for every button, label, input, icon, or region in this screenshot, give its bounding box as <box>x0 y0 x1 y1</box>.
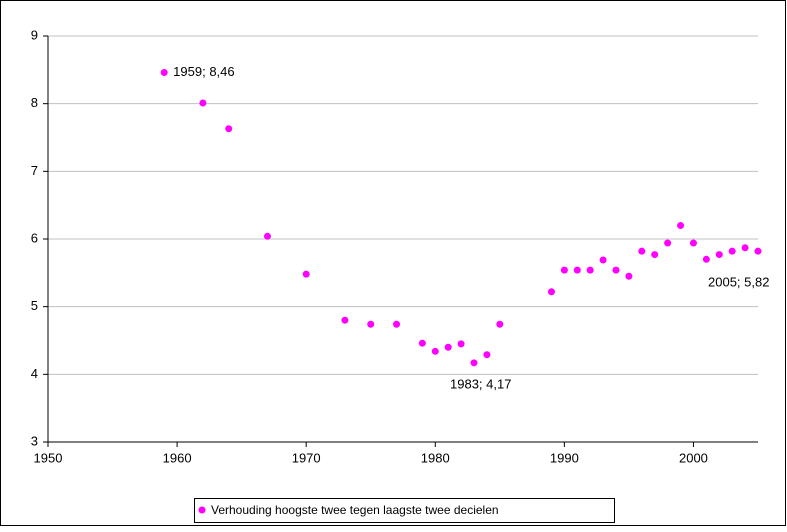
point <box>612 266 620 274</box>
x-tick-label: 1980 <box>421 450 450 465</box>
point <box>457 340 465 348</box>
point <box>728 247 736 255</box>
x-tick-label: 2000 <box>679 450 708 465</box>
point <box>651 251 659 259</box>
y-tick-label: 8 <box>31 95 38 110</box>
point <box>483 351 491 359</box>
point <box>418 339 426 347</box>
point <box>263 232 271 240</box>
y-tick-label: 4 <box>31 366 38 381</box>
y-tick-label: 6 <box>31 230 38 245</box>
point <box>225 125 233 133</box>
point <box>367 320 375 328</box>
point <box>599 256 607 264</box>
point <box>677 221 685 229</box>
point <box>741 244 749 252</box>
point <box>638 247 646 255</box>
point <box>754 247 762 255</box>
point <box>625 272 633 280</box>
y-tick-label: 7 <box>31 163 38 178</box>
data-label: 2005; 5,82 <box>708 275 769 290</box>
x-tick-label: 1950 <box>34 450 63 465</box>
point <box>689 239 697 247</box>
point <box>573 266 581 274</box>
data-label: 1959; 8,46 <box>173 64 234 79</box>
y-tick-label: 9 <box>31 27 38 42</box>
point <box>470 359 478 367</box>
x-tick-label: 1960 <box>163 450 192 465</box>
x-tick-label: 1970 <box>292 450 321 465</box>
point <box>547 288 555 296</box>
point <box>431 347 439 355</box>
point <box>715 251 723 259</box>
legend-marker <box>198 506 206 514</box>
point <box>341 316 349 324</box>
data-label: 1983; 4,17 <box>450 376 511 391</box>
legend-label: Verhouding hoogste twee tegen laagste tw… <box>211 503 499 517</box>
point <box>444 343 452 351</box>
point <box>496 320 504 328</box>
point <box>160 69 168 77</box>
point <box>560 266 568 274</box>
point <box>393 320 401 328</box>
legend-box <box>194 498 615 523</box>
point <box>199 99 207 107</box>
y-tick-label: 3 <box>31 433 38 448</box>
point <box>302 270 310 278</box>
point <box>586 266 594 274</box>
point <box>664 239 672 247</box>
y-tick-label: 5 <box>31 298 38 313</box>
x-tick-label: 1990 <box>550 450 579 465</box>
point <box>702 255 710 263</box>
